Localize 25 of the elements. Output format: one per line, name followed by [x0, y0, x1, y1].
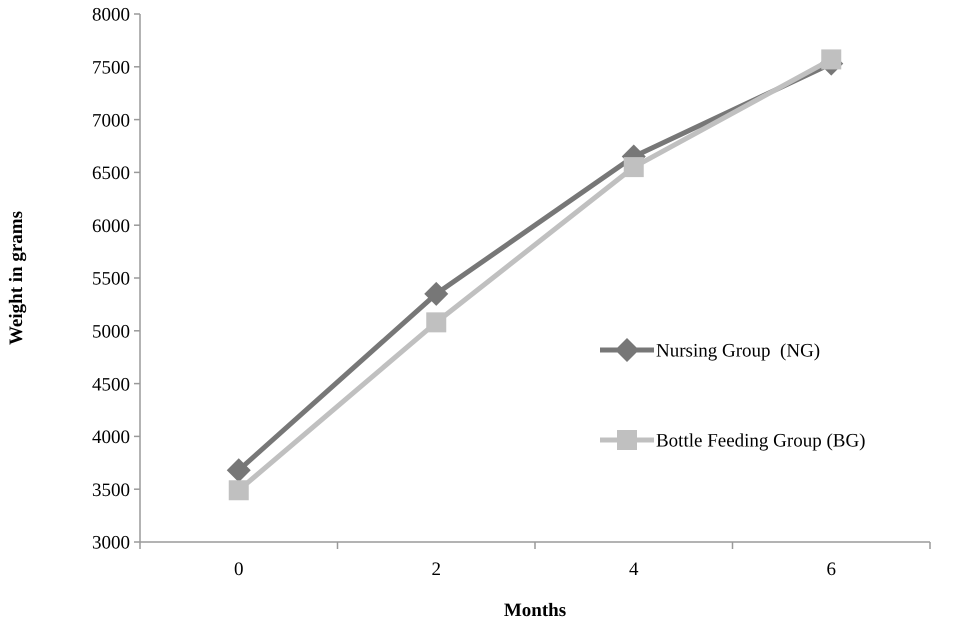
y-tick-label: 6500 — [92, 163, 130, 184]
y-tick-label: 5500 — [92, 268, 130, 290]
legend-label: Nursing Group (NG) — [656, 340, 820, 362]
y-tick-label: 3000 — [92, 532, 130, 554]
legend-label: Bottle Feeding Group (BG) — [656, 430, 866, 452]
x-axis-title: Months — [504, 600, 566, 621]
point — [624, 157, 644, 178]
point — [228, 480, 249, 500]
y-axis-title: Weight in grams — [6, 210, 27, 346]
y-tick-label: 7500 — [92, 57, 130, 78]
point — [426, 312, 446, 332]
y-tick-label: 8000 — [92, 4, 130, 26]
x-tick-label: 2 — [432, 559, 441, 580]
x-tick-label: 6 — [826, 559, 836, 580]
y-tick-label: 4500 — [92, 374, 130, 396]
point — [821, 49, 842, 70]
y-tick-label: 5000 — [92, 321, 130, 342]
point — [424, 282, 448, 306]
y-tick-label: 3500 — [92, 480, 130, 501]
x-tick-label: 0 — [234, 559, 244, 580]
y-tick-label: 7000 — [92, 110, 130, 132]
x-tick-label: 4 — [629, 559, 639, 580]
y-tick-label: 4000 — [92, 427, 130, 448]
y-tick-label: 6000 — [92, 216, 130, 237]
point — [226, 458, 251, 482]
